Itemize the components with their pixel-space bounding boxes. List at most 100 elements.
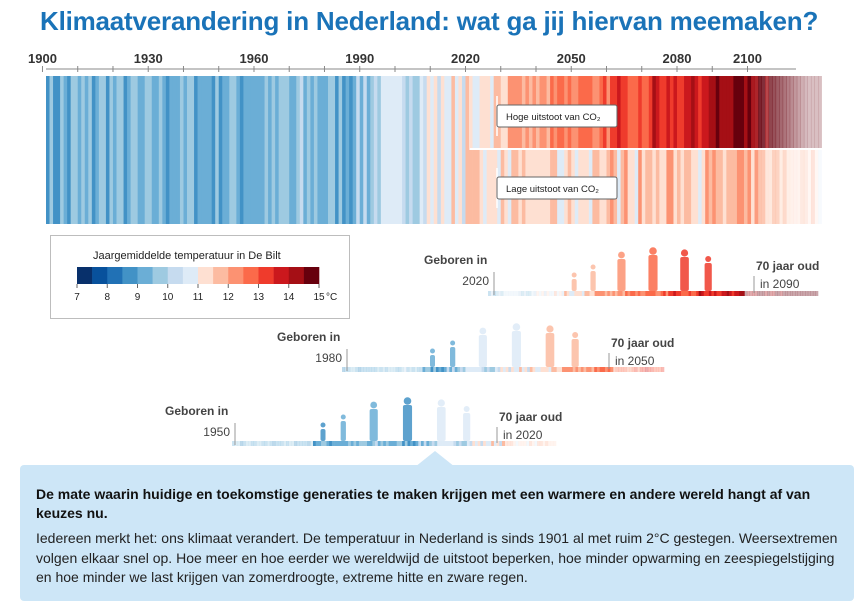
stripe-high (726, 76, 731, 148)
generation-stripe (602, 291, 606, 296)
stripe (313, 76, 318, 224)
stripe (380, 76, 385, 224)
stripe (172, 76, 177, 224)
generation-stripe (508, 367, 512, 372)
stripe (394, 76, 399, 224)
generation-stripe (353, 441, 357, 446)
stripe (63, 76, 68, 224)
generation-stripe (726, 291, 730, 296)
stripe-low (691, 150, 696, 224)
generation-stripe (519, 367, 523, 372)
generation-stripe (779, 291, 783, 296)
stripe-low (479, 150, 484, 224)
generation-stripe (757, 291, 760, 296)
person-figure (590, 264, 596, 291)
stripe-high (691, 76, 696, 148)
generation-stripe (392, 367, 396, 372)
generation-stripe (650, 367, 654, 372)
stripe-low (708, 150, 713, 224)
stripe-high (807, 76, 812, 148)
generation-stripe (505, 367, 509, 372)
stripe (243, 76, 248, 224)
stripe-low (758, 150, 762, 224)
generation-stripe (543, 367, 547, 372)
stripe-high (645, 76, 650, 148)
stripe-high (655, 76, 660, 148)
stripe (218, 76, 223, 224)
generation-stripe (375, 441, 379, 446)
generation-stripe (637, 367, 641, 372)
stripe-high (684, 76, 688, 148)
generation-stripe (520, 441, 524, 446)
generation-stripe (275, 441, 279, 446)
warming-stripes-chart: 1900 1930 1960 1990 2020 2050 2080 2100 Hoge ui… (28, 51, 822, 446)
generation-stripe (358, 441, 362, 446)
generation-stripe (706, 291, 710, 296)
person-figure (648, 247, 658, 291)
stripe-low (652, 150, 657, 224)
legend-swatch (182, 267, 199, 284)
generation-stripe (470, 367, 474, 372)
generation-stripe (329, 441, 333, 446)
generation-stripe (410, 441, 414, 446)
generation-stripe (602, 367, 606, 372)
generation-1950: Geboren in 1950 70 jaar oud in 2020 (165, 397, 562, 446)
generation-stripe (729, 291, 732, 296)
generation-stripe (554, 291, 557, 296)
stripe-high (719, 76, 724, 148)
stripe-low (641, 150, 646, 224)
generation-stripe (703, 291, 707, 296)
stripe (317, 76, 322, 224)
stripe-low (631, 150, 636, 224)
generation-stripe (513, 291, 517, 296)
generation-stripe (653, 367, 657, 372)
person-figure (511, 323, 521, 367)
generation-stripe (637, 291, 641, 296)
stripe (229, 76, 234, 224)
generation-stripe (583, 367, 587, 372)
stripe (328, 76, 332, 224)
stripe-low (687, 150, 692, 224)
stripe (373, 76, 378, 224)
legend-tick: 10 (162, 292, 174, 303)
stripe (391, 76, 396, 224)
stripe (412, 76, 417, 224)
stripe (426, 76, 431, 224)
person-figure (680, 249, 689, 291)
generation-stripe (484, 367, 488, 372)
born-year: 1980 (315, 351, 342, 365)
stripe (264, 76, 269, 224)
stripe-high (814, 76, 819, 148)
generation-stripe (515, 291, 519, 296)
generation-stripe (567, 367, 571, 372)
generation-stripe (388, 441, 392, 446)
stripe-low (715, 150, 720, 224)
stripe-high (705, 76, 710, 148)
x-tick-label: 2100 (733, 51, 762, 66)
scenario-labels: Hoge uitstoot van CO₂ Lage uitstoot van C… (496, 96, 618, 208)
generation-stripe (469, 441, 473, 446)
generation-stripe (390, 367, 394, 372)
end-year-label: in 2090 (760, 277, 800, 291)
stripe-low (469, 150, 473, 224)
person-figure (340, 414, 346, 441)
generation-stripe (457, 367, 461, 372)
generation-stripe (503, 367, 506, 372)
generation-stripe (488, 441, 492, 446)
generation-stripe (485, 441, 489, 446)
stripe (77, 76, 82, 224)
generation-stripe (340, 441, 343, 446)
stripe (440, 76, 445, 224)
stripe (102, 76, 107, 224)
stripe (95, 76, 100, 224)
stripe-low (779, 150, 784, 224)
stripe-high (810, 76, 815, 148)
stripe-low (705, 150, 710, 224)
generation-stripe (342, 441, 346, 446)
stripe-high (758, 76, 762, 148)
generation-stripe (569, 291, 573, 296)
stripe (246, 76, 251, 224)
stripe-low (624, 150, 629, 224)
stripe-low (680, 150, 685, 224)
generation-stripe (609, 291, 613, 296)
